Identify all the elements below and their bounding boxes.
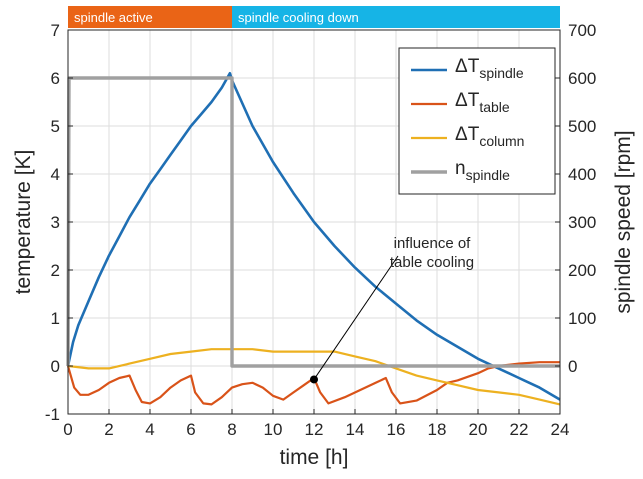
phase-label-1: spindle cooling down	[238, 10, 359, 25]
y-left-tick-label-1: 0	[51, 357, 60, 376]
x-tick-label-7: 14	[346, 420, 365, 439]
phase-segment-1	[232, 6, 560, 28]
y-right-tick-label-2: 200	[568, 261, 596, 280]
y-right-tick-label-6: 600	[568, 69, 596, 88]
x-tick-label-10: 20	[469, 420, 488, 439]
annotation-point-0	[310, 375, 318, 384]
y-right-tick-label-1: 100	[568, 309, 596, 328]
y-left-tick-label-7: 6	[51, 69, 60, 88]
x-tick-label-12: 24	[551, 420, 570, 439]
phase-segment-0	[68, 6, 232, 28]
phase-label-0: spindle active	[74, 10, 153, 25]
y-right-tick-label-3: 300	[568, 213, 596, 232]
y-left-tick-label-4: 3	[51, 213, 60, 232]
x-tick-label-5: 10	[264, 420, 283, 439]
y-left-tick-label-2: 1	[51, 309, 60, 328]
x-tick-label-2: 4	[145, 420, 154, 439]
y-left-tick-label-3: 2	[51, 261, 60, 280]
x-tick-label-0: 0	[63, 420, 72, 439]
x-tick-label-11: 22	[510, 420, 529, 439]
y-left-tick-label-0: -1	[45, 405, 60, 424]
legend: ΔTspindle ΔTtable ΔTcolumn nspindle	[398, 47, 556, 195]
legend-entry-3: nspindle	[455, 158, 510, 183]
phase-bar: spindle active spindle cooling down	[68, 6, 560, 28]
y-left-tick-label-5: 4	[51, 165, 60, 184]
tick-labels: 0 2 4 6 8 10 12 14 16 18 20 22 24-101234567010020030…	[45, 21, 597, 439]
y-axis-label-left: temperature [K]	[12, 150, 35, 295]
x-tick-label-1: 2	[104, 420, 113, 439]
x-tick-label-3: 6	[186, 420, 195, 439]
annotation-arrow-0	[313, 255, 399, 380]
y-right-tick-label-0: 0	[568, 357, 577, 376]
y-axis-label-right: spindle speed [rpm]	[612, 130, 635, 313]
series-line-table-1	[66, 361, 560, 406]
y-right-tick-label-5: 500	[568, 117, 596, 136]
y-right-tick-label-7: 700	[568, 21, 596, 40]
x-axis-label: time [h]	[280, 446, 349, 469]
y-left-tick-label-8: 7	[51, 21, 60, 40]
x-tick-label-9: 18	[428, 420, 447, 439]
legend-box	[398, 47, 556, 195]
annotation-text-0-0: influence of	[394, 235, 472, 252]
y-right-tick-label-4: 400	[568, 165, 596, 184]
x-tick-label-6: 12	[305, 420, 324, 439]
y-left-tick-label-6: 5	[51, 117, 60, 136]
series-line-spindle-0	[66, 71, 561, 401]
x-tick-label-8: 16	[387, 420, 406, 439]
legend-entry-2: ΔTcolumn	[455, 124, 524, 149]
annotation: influence of table cooling	[310, 235, 474, 384]
x-tick-label-4: 8	[227, 420, 236, 439]
annotation-text-0-1: table cooling	[390, 254, 474, 271]
legend-entry-0: ΔTspindle	[455, 56, 524, 81]
series-line-column-2	[67, 348, 561, 406]
legend-entry-1: ΔTtable	[455, 90, 510, 115]
